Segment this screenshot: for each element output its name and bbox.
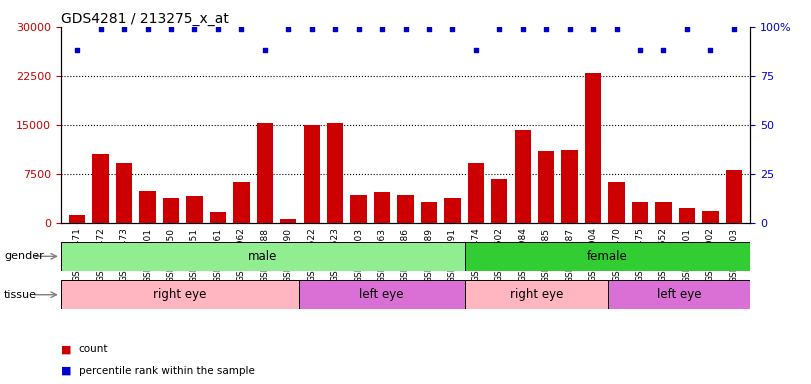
Bar xyxy=(538,151,555,223)
Point xyxy=(423,26,436,32)
Bar xyxy=(655,202,672,223)
Point xyxy=(305,26,318,32)
Point xyxy=(281,26,294,32)
Bar xyxy=(256,124,273,223)
Point xyxy=(259,47,272,53)
Point xyxy=(493,26,506,32)
Bar xyxy=(726,170,742,223)
Bar xyxy=(421,202,437,223)
Point xyxy=(470,47,483,53)
Point xyxy=(235,26,248,32)
Text: GDS4281 / 213275_x_at: GDS4281 / 213275_x_at xyxy=(61,12,229,26)
Point xyxy=(328,26,341,32)
Bar xyxy=(327,123,343,223)
Bar xyxy=(585,73,601,223)
Bar xyxy=(374,192,390,223)
Bar xyxy=(116,163,132,223)
Bar xyxy=(92,154,109,223)
Text: tissue: tissue xyxy=(4,290,37,300)
Bar xyxy=(234,182,250,223)
Text: female: female xyxy=(587,250,628,263)
Text: ■: ■ xyxy=(61,366,71,376)
Point xyxy=(212,26,225,32)
Bar xyxy=(61,280,298,309)
Point xyxy=(680,26,693,32)
Point xyxy=(657,47,670,53)
Bar xyxy=(491,179,508,223)
Point xyxy=(375,26,388,32)
Bar xyxy=(607,280,750,309)
Point xyxy=(352,26,365,32)
Point xyxy=(586,26,599,32)
Point xyxy=(71,47,84,53)
Point xyxy=(610,26,623,32)
Text: right eye: right eye xyxy=(153,288,206,301)
Point xyxy=(727,26,740,32)
Bar xyxy=(303,125,320,223)
Bar xyxy=(679,209,695,223)
Bar xyxy=(632,202,648,223)
Text: male: male xyxy=(248,250,277,263)
Text: left eye: left eye xyxy=(359,288,404,301)
Point xyxy=(188,26,201,32)
Point xyxy=(517,26,530,32)
Point xyxy=(141,26,154,32)
Bar xyxy=(561,150,577,223)
Point xyxy=(633,47,646,53)
Point xyxy=(118,26,131,32)
Bar xyxy=(444,198,461,223)
Bar xyxy=(465,242,750,271)
Bar xyxy=(702,211,719,223)
Point xyxy=(165,26,178,32)
Text: right eye: right eye xyxy=(509,288,563,301)
Bar xyxy=(69,215,85,223)
Bar xyxy=(139,191,156,223)
Bar xyxy=(397,195,414,223)
Point xyxy=(399,26,412,32)
Point xyxy=(539,26,552,32)
Bar xyxy=(608,182,624,223)
Bar xyxy=(187,196,203,223)
Point xyxy=(563,26,576,32)
Bar xyxy=(350,195,367,223)
Text: ■: ■ xyxy=(61,344,71,354)
Text: left eye: left eye xyxy=(657,288,702,301)
Bar xyxy=(465,280,607,309)
Bar xyxy=(280,220,297,223)
Text: percentile rank within the sample: percentile rank within the sample xyxy=(79,366,255,376)
Point xyxy=(446,26,459,32)
Bar xyxy=(163,198,179,223)
Bar xyxy=(298,280,465,309)
Bar xyxy=(468,163,484,223)
Text: gender: gender xyxy=(4,251,44,262)
Point xyxy=(704,47,717,53)
Point xyxy=(94,26,107,32)
Bar xyxy=(61,242,465,271)
Bar xyxy=(514,130,531,223)
Text: count: count xyxy=(79,344,108,354)
Bar xyxy=(210,212,226,223)
